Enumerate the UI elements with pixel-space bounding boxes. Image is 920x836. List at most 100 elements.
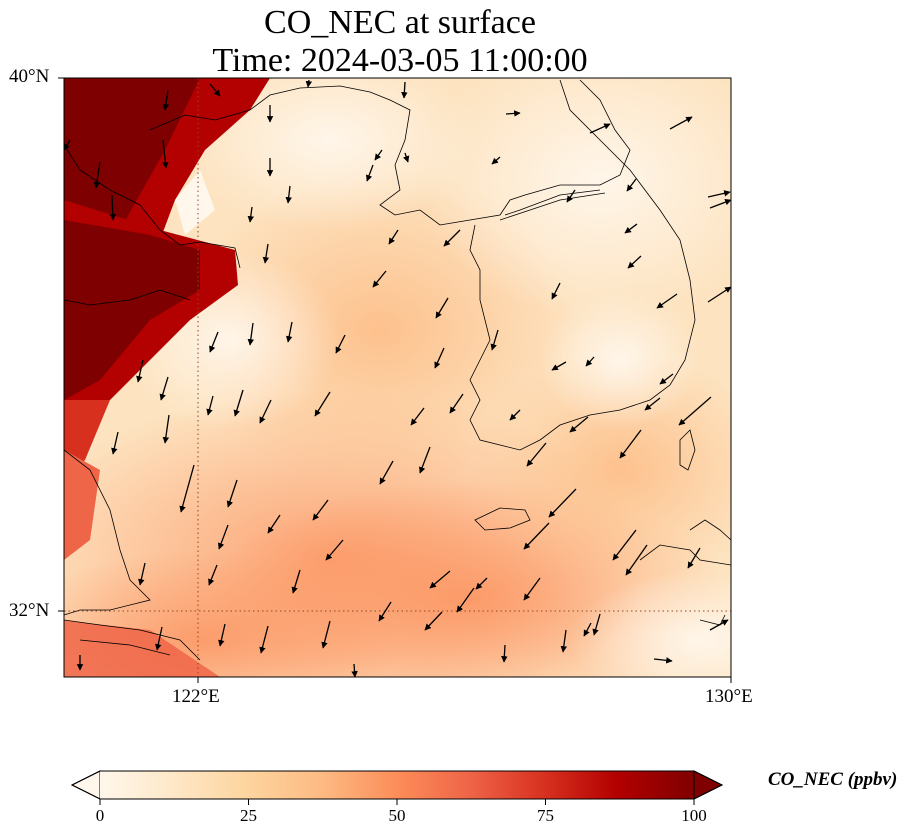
wind-arrow [410,407,425,426]
wind-arrow [434,347,445,369]
colorbar-extend-max [693,770,724,800]
wind-arrow [218,524,229,550]
wind-arrow [707,190,731,198]
wind-arrow [709,619,729,631]
wind-arrow [262,243,270,264]
lon-label-130e: 130°E [705,686,753,707]
wind-arrow [443,229,461,247]
wind-arrow [259,399,272,424]
coastlines [64,79,731,661]
map-title-line1: CO_NEC at surface [264,4,536,41]
wind-arrow [335,334,346,354]
wind-arrow [159,376,169,401]
wind-arrow [226,479,238,508]
wind-arrow [109,194,117,221]
wind-arrow [208,564,218,586]
wind-arrow [372,270,387,288]
colorbar-label: CO_NEC (ppbv) [768,769,898,790]
wind-arrow [551,361,567,371]
wind-arrow [619,429,642,459]
wind-arrow [678,396,712,426]
wind-arrow [659,373,674,385]
wind-arrow [179,464,195,513]
wind-arrow [285,321,293,343]
wind-arrow [523,522,550,550]
wind-arrow [247,322,255,346]
wind-arrow [259,625,269,654]
wind-arrow [136,359,144,383]
wind-arrow [206,395,214,416]
wind-arrow [548,488,577,518]
wind-arrow [321,620,331,649]
wind-arrow [526,442,547,467]
wind-arrow [429,570,451,589]
wind-arrow [612,529,637,561]
wind-arrow [491,156,501,165]
lat-label-40n: 40°N [9,66,50,87]
wind-arrow [449,393,464,414]
wind-arrow [475,577,488,590]
wind-arrow [155,626,163,651]
wind-arrow [501,644,508,663]
wind-arrow [325,539,344,561]
wind-arrow [138,562,146,586]
wind-arrow [569,416,589,433]
wind-arrow [624,223,638,234]
wind-arrow [64,139,71,151]
wind-arrow [626,178,637,192]
wind-arrow [162,414,170,444]
wind-arrow [314,391,331,417]
wind-arrow [585,356,595,367]
wind-arrow [627,255,642,269]
wind-arrow [653,657,673,664]
wind-arrow [419,446,431,474]
wind-vectors [64,79,731,677]
colorbar-gradient [100,771,694,799]
colorbar-tick-50: 50 [388,806,406,825]
wind-arrow [583,622,592,637]
wind-arrow [560,629,568,653]
wind-arrow [456,587,475,613]
wind-arrow [162,89,170,111]
wind-arrow [589,123,611,134]
wind-arrow [209,331,219,353]
wind-arrow [403,152,410,163]
wind-arrow [709,199,731,209]
wind-arrow [505,110,521,117]
gridlines [64,78,731,677]
wind-arrow [566,189,576,203]
wind-arrow [435,297,449,319]
wind-arrow [374,149,383,161]
wind-arrow [401,81,408,99]
wind-arrow [233,389,244,417]
lon-label-122e: 122°E [172,686,220,707]
wind-arrow [509,409,521,421]
wind-arrow [218,623,226,647]
wind-arrow [388,229,399,245]
wind-arrow [551,282,561,300]
wind-arrow [378,601,392,622]
wind-arrow [644,397,661,411]
wind-arrow [669,116,693,130]
wind-arrow [285,185,292,204]
wind-arrow [625,544,648,576]
wind-arrow [305,79,313,88]
wind-arrow [424,611,443,631]
colorbar-tick-0: 0 [95,806,105,825]
colorbar-tick-75: 75 [537,806,554,825]
wind-arrow [247,206,254,223]
wind-arrow [687,547,701,569]
wind-arrow [267,514,281,534]
wind-arrow [656,293,678,309]
colorbar-extend-min [70,770,101,800]
wind-arrow [209,83,221,97]
wind-arrow [379,460,394,485]
lat-label-32n: 32°N [9,600,50,621]
wind-arrow [291,569,301,594]
concentration-field [64,78,731,677]
wind-arrow [351,663,358,677]
wind-arrow [523,577,541,601]
map-title-line2: Time: 2024-03-05 11:00:00 [212,42,588,79]
wind-arrow [707,286,731,303]
